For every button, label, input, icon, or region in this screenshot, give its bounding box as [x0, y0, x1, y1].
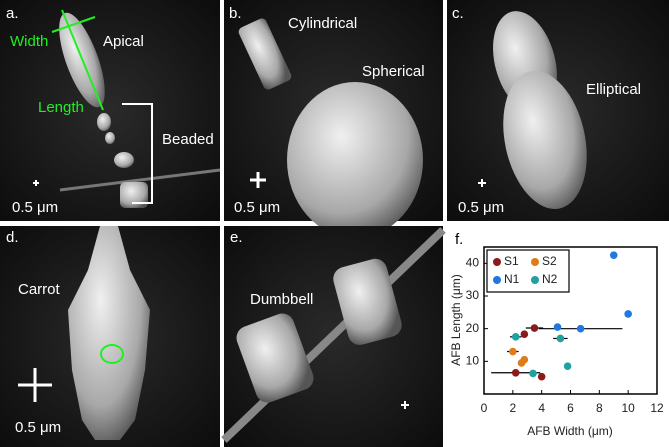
legend-label: N1	[504, 272, 520, 286]
scale-bar	[250, 172, 266, 188]
panel-c: c. Elliptical 0.5 μm	[447, 0, 669, 221]
panel-b: b. Cylindrical Spherical 0.5 μm	[224, 0, 443, 238]
scale-label: 0.5 μm	[458, 199, 504, 216]
rod	[221, 227, 446, 443]
legend-box	[486, 249, 570, 293]
x-tick-label: 4	[538, 401, 545, 415]
legend-marker	[493, 258, 501, 266]
legend-marker	[493, 276, 501, 284]
point	[520, 330, 529, 339]
point	[563, 362, 572, 371]
legend-marker	[531, 276, 539, 284]
y-tick-label: 20	[466, 321, 480, 335]
fiber	[59, 168, 221, 192]
scale-label: 0.5 μm	[12, 199, 58, 216]
bead	[120, 182, 148, 208]
y-axis-title: AFB Length (μm)	[449, 274, 463, 366]
point	[511, 368, 520, 377]
cylinder	[238, 18, 292, 90]
panel-d: d. Carrot 0.5 μm	[0, 226, 220, 447]
legend-marker	[531, 258, 539, 266]
bead	[114, 152, 134, 168]
scale-label: 0.5 μm	[234, 199, 280, 216]
point	[509, 347, 517, 356]
panel-a: a. Width Apical Length Beaded 0.5 μm	[0, 0, 221, 221]
y-tick-label: 10	[466, 354, 480, 368]
scale-bar	[478, 179, 486, 187]
ellipse-body	[503, 71, 587, 209]
point	[576, 324, 585, 333]
annotation: Elliptical	[586, 81, 641, 98]
highlight	[100, 344, 124, 364]
point	[553, 323, 562, 331]
x-tick-label: 12	[650, 401, 664, 415]
bead	[97, 113, 111, 131]
panel-label: d.	[6, 229, 19, 246]
scale-bar	[401, 401, 409, 409]
point	[556, 334, 565, 343]
dumbbell-end	[333, 258, 402, 345]
scale-bar	[18, 368, 52, 402]
x-tick-label: 2	[509, 401, 516, 415]
x-tick-label: 10	[621, 401, 635, 415]
annotation: Carrot	[18, 281, 61, 298]
carrot-body	[68, 226, 150, 440]
x-axis-title: AFB Width (μm)	[527, 424, 613, 438]
annotation: Length	[38, 99, 84, 116]
x-tick-label: 6	[567, 401, 574, 415]
annotation: Beaded	[162, 131, 214, 148]
panel-label: b.	[229, 5, 242, 22]
annotation: Apical	[103, 33, 144, 50]
x-tick-label: 8	[596, 401, 603, 415]
annotation: Dumbbell	[250, 291, 313, 308]
annotation: Cylindrical	[288, 15, 357, 32]
x-tick-label: 0	[481, 401, 488, 415]
point	[511, 333, 520, 341]
panel-label: c.	[452, 5, 464, 22]
y-tick-label: 30	[466, 288, 480, 302]
point	[609, 251, 618, 259]
panel-label: a.	[6, 5, 19, 22]
legend-label: S2	[542, 254, 557, 268]
legend-label: S1	[504, 254, 519, 268]
annotation: Spherical	[362, 63, 425, 80]
scale-bar	[33, 180, 39, 186]
annotation: Width	[10, 33, 48, 50]
panel-f: f. AFB Width (μm) AFB Length (μm) 0 2 4 6 8 1…	[447, 226, 669, 447]
point	[520, 355, 529, 364]
length-marker	[61, 9, 104, 111]
width-marker	[51, 16, 96, 33]
panel-e: e. Dumbbell	[221, 226, 446, 447]
sphere	[287, 82, 423, 238]
point	[624, 310, 632, 318]
point	[537, 372, 546, 381]
y-tick-label: 40	[466, 256, 480, 270]
dumbbell-end	[236, 313, 314, 403]
bracket	[122, 103, 153, 204]
scale-label: 0.5 μm	[15, 419, 61, 436]
panel-label: e.	[230, 229, 243, 246]
point	[530, 324, 539, 332]
bead	[105, 132, 115, 144]
point	[529, 369, 537, 378]
panel-label: f.	[455, 231, 463, 248]
legend-label: N2	[542, 272, 558, 286]
